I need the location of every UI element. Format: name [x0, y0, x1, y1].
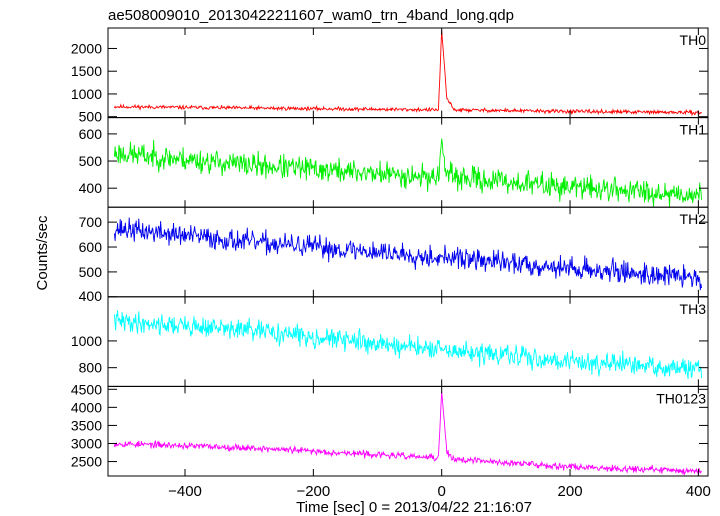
- series-line-th0: [113, 29, 702, 117]
- y-tick-label: 2500: [71, 454, 102, 470]
- x-tick-label: 400: [686, 483, 711, 500]
- panel-label: TH0123: [656, 390, 706, 406]
- y-tick-label: 4500: [71, 381, 102, 397]
- panel-th0123: 2500 3000 3500 4000 4500 TH0123: [71, 381, 709, 477]
- x-tick-label: 200: [558, 483, 583, 500]
- y-tick-label: 400: [79, 288, 103, 304]
- x-tick-label: 0: [438, 483, 446, 500]
- chart-title: ae508009010_20130422211607_wam0_trn_4ban…: [108, 7, 514, 24]
- y-tick-label: 500: [79, 264, 103, 280]
- y-tick-label: 1500: [71, 63, 102, 79]
- y-tick-label: 2000: [71, 40, 102, 56]
- series-line-th2: [113, 217, 703, 291]
- y-tick-label: 1000: [71, 333, 102, 349]
- y-tick-label: 400: [79, 180, 103, 196]
- series-line-th0123: [113, 391, 702, 476]
- y-axis-label: Counts/sec: [34, 215, 51, 291]
- panel-label: TH1: [680, 122, 707, 138]
- x-tick-label: −200: [296, 483, 330, 500]
- y-tick-label: 3500: [71, 417, 102, 433]
- y-tick-label: 4000: [71, 399, 102, 415]
- panel-th2: 400 500 600 700 TH2: [79, 206, 709, 304]
- y-tick-label: 500: [79, 153, 103, 169]
- panel-th1: 400 500 600 TH1: [79, 117, 709, 208]
- x-axis-label: Time [sec] 0 = 2013/04/22 21:16:07: [296, 499, 532, 516]
- panel-frame: [107, 296, 709, 387]
- y-tick-label: 700: [79, 214, 103, 230]
- y-tick-label: 500: [79, 109, 103, 125]
- panel-th0: 500 1000 1500 2000 TH0: [71, 27, 709, 125]
- y-tick-label: 800: [79, 360, 103, 376]
- panel-frame: [107, 206, 709, 298]
- panel-frame: [107, 385, 709, 477]
- series-line-th3: [113, 310, 703, 380]
- y-tick-label: 1000: [71, 86, 102, 102]
- panel-label: TH3: [680, 301, 707, 317]
- series-line-th1: [113, 138, 703, 208]
- panel-th3: 800 1000 TH3: [71, 296, 709, 387]
- panel-frame: [107, 27, 709, 119]
- x-axis: −400 −200 0 200 400: [168, 483, 711, 500]
- x-tick-label: −400: [168, 483, 202, 500]
- panel-label: TH0: [680, 32, 707, 48]
- y-tick-label: 3000: [71, 435, 102, 451]
- y-tick-label: 600: [79, 126, 103, 142]
- panel-label: TH2: [680, 211, 707, 227]
- y-tick-label: 600: [79, 239, 103, 255]
